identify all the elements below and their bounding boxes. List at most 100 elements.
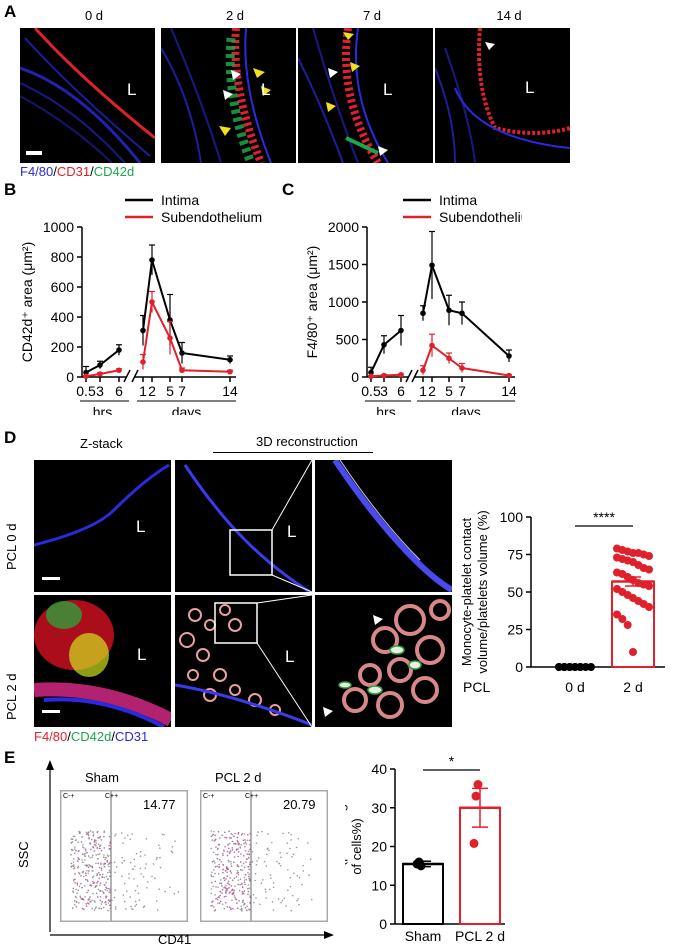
data-point bbox=[140, 359, 146, 365]
event-dot bbox=[233, 895, 236, 897]
event-dot bbox=[87, 855, 90, 857]
y-tick-label: 500 bbox=[336, 332, 360, 348]
event-dot bbox=[272, 882, 275, 884]
event-dot bbox=[97, 896, 99, 898]
recon-pcl2: L bbox=[175, 595, 312, 727]
event-dot bbox=[78, 902, 80, 904]
event-dot bbox=[226, 867, 229, 869]
event-dot bbox=[83, 847, 85, 849]
event-dot bbox=[91, 907, 94, 910]
event-dot bbox=[241, 899, 244, 902]
event-dot bbox=[247, 875, 250, 878]
event-dot bbox=[71, 838, 74, 841]
x-tick-label: 7 bbox=[178, 383, 186, 399]
event-dot bbox=[255, 842, 258, 844]
event-dot bbox=[142, 906, 145, 909]
event-dot bbox=[252, 893, 255, 896]
x-tick-label: 5 bbox=[445, 383, 453, 399]
event-dot bbox=[218, 865, 221, 868]
x-tick-label: 14 bbox=[501, 383, 517, 399]
stain-sep: / bbox=[111, 729, 115, 744]
event-dot bbox=[255, 897, 257, 899]
data-point bbox=[613, 610, 621, 619]
event-dot bbox=[163, 833, 165, 836]
event-dot bbox=[211, 871, 213, 874]
event-dot bbox=[256, 860, 258, 862]
event-dot bbox=[138, 899, 141, 901]
micrograph-14d: L bbox=[435, 28, 570, 163]
event-dot bbox=[113, 861, 116, 863]
stain-f480: F4/80 bbox=[34, 729, 68, 744]
data-point bbox=[587, 663, 595, 671]
event-dot bbox=[123, 882, 126, 885]
event-dot bbox=[226, 850, 229, 853]
panel-label-e: E bbox=[4, 748, 16, 767]
event-dot bbox=[129, 861, 132, 864]
event-dot bbox=[212, 875, 215, 878]
event-dot bbox=[310, 898, 313, 901]
event-dot bbox=[82, 861, 84, 864]
y-tick-label: 40 bbox=[371, 761, 387, 777]
event-dot bbox=[213, 906, 215, 908]
event-dot bbox=[253, 901, 255, 904]
recon-pcl2-image bbox=[175, 595, 312, 727]
event-dot bbox=[219, 894, 222, 897]
event-dot bbox=[70, 865, 73, 868]
event-dot bbox=[249, 896, 252, 899]
event-dot bbox=[214, 880, 217, 883]
event-dot bbox=[98, 907, 100, 910]
event-dot bbox=[71, 907, 74, 909]
event-dot bbox=[71, 841, 74, 843]
event-dot bbox=[233, 861, 235, 864]
event-dot bbox=[219, 879, 222, 881]
event-dot bbox=[215, 853, 217, 856]
event-dot bbox=[233, 835, 235, 838]
event-dot bbox=[302, 864, 304, 867]
event-dot bbox=[76, 860, 79, 863]
event-dot bbox=[230, 885, 233, 887]
event-dot bbox=[249, 902, 251, 904]
legend-label: Intima bbox=[161, 192, 199, 208]
timepoint-label: 0 d bbox=[84, 8, 104, 23]
data-point bbox=[469, 838, 479, 848]
panel-label-c: C bbox=[282, 180, 295, 199]
event-dot bbox=[95, 842, 97, 844]
event-dot bbox=[136, 885, 139, 887]
stain-cd31: CD31 bbox=[114, 729, 149, 744]
event-dot bbox=[241, 891, 244, 893]
data-point bbox=[381, 341, 387, 348]
event-dot bbox=[235, 876, 238, 878]
event-dot bbox=[229, 870, 232, 873]
event-dot bbox=[228, 842, 231, 845]
event-dot bbox=[114, 833, 117, 835]
data-point bbox=[398, 371, 404, 378]
event-dot bbox=[107, 855, 110, 858]
recon-bracket-line bbox=[213, 452, 373, 453]
event-dot bbox=[83, 885, 86, 887]
event-dot bbox=[90, 838, 93, 841]
event-dot bbox=[222, 868, 224, 870]
event-dot bbox=[91, 856, 94, 858]
event-dot bbox=[282, 832, 284, 835]
data-point bbox=[645, 582, 653, 590]
event-dot bbox=[84, 855, 86, 858]
event-dot bbox=[245, 909, 248, 911]
event-dot bbox=[276, 860, 278, 863]
event-dot bbox=[238, 889, 241, 892]
event-dot bbox=[224, 836, 226, 839]
event-dot bbox=[289, 885, 292, 888]
event-dot bbox=[79, 896, 82, 899]
event-dot bbox=[224, 870, 227, 872]
bar bbox=[402, 862, 444, 925]
y-tick-label: 1500 bbox=[328, 257, 359, 273]
event-dot bbox=[92, 833, 95, 835]
event-dot bbox=[84, 878, 87, 881]
event-dot bbox=[211, 860, 214, 863]
event-dot bbox=[98, 847, 101, 850]
event-dot bbox=[84, 859, 86, 861]
x-tick-label: 2 bbox=[148, 383, 156, 399]
lumen-label: L bbox=[261, 80, 271, 99]
event-dot bbox=[262, 879, 264, 881]
event-dot bbox=[226, 871, 228, 874]
y-axis-label: volume/platelets volume (%) bbox=[475, 510, 490, 673]
